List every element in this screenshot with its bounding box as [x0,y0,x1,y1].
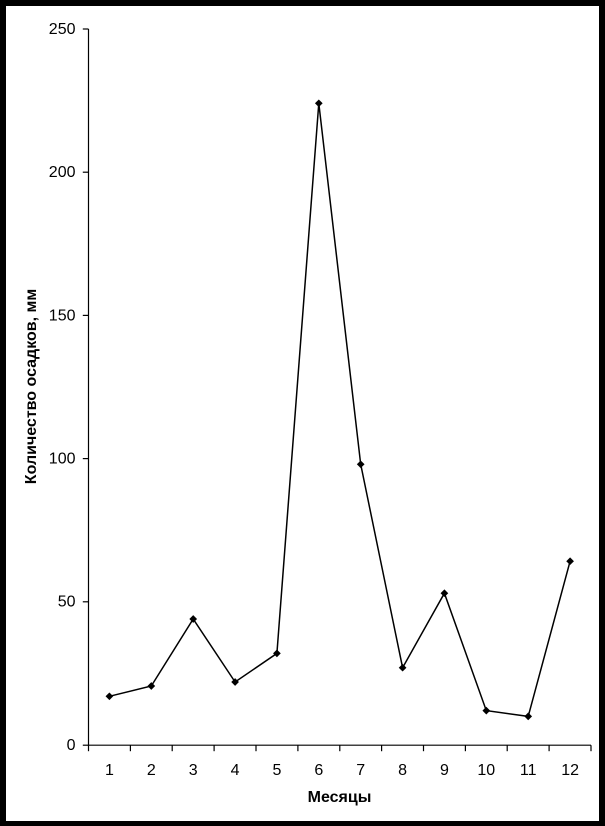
svg-text:250: 250 [49,21,76,38]
svg-text:Месяцы: Месяцы [308,789,372,806]
svg-text:8: 8 [398,762,407,779]
svg-text:6: 6 [314,762,323,779]
svg-text:4: 4 [231,762,240,779]
svg-text:2: 2 [147,762,156,779]
svg-text:7: 7 [356,762,365,779]
svg-text:0: 0 [67,737,76,754]
svg-text:150: 150 [49,307,76,324]
svg-text:12: 12 [561,762,579,779]
svg-text:9: 9 [440,762,449,779]
svg-text:3: 3 [189,762,198,779]
svg-text:10: 10 [477,762,495,779]
svg-text:50: 50 [58,594,76,611]
svg-text:5: 5 [272,762,281,779]
svg-text:Количество осадков, мм: Количество осадков, мм [23,289,40,484]
svg-text:1: 1 [105,762,114,779]
svg-text:11: 11 [520,762,537,779]
svg-text:200: 200 [49,164,76,181]
svg-text:100: 100 [49,451,76,468]
